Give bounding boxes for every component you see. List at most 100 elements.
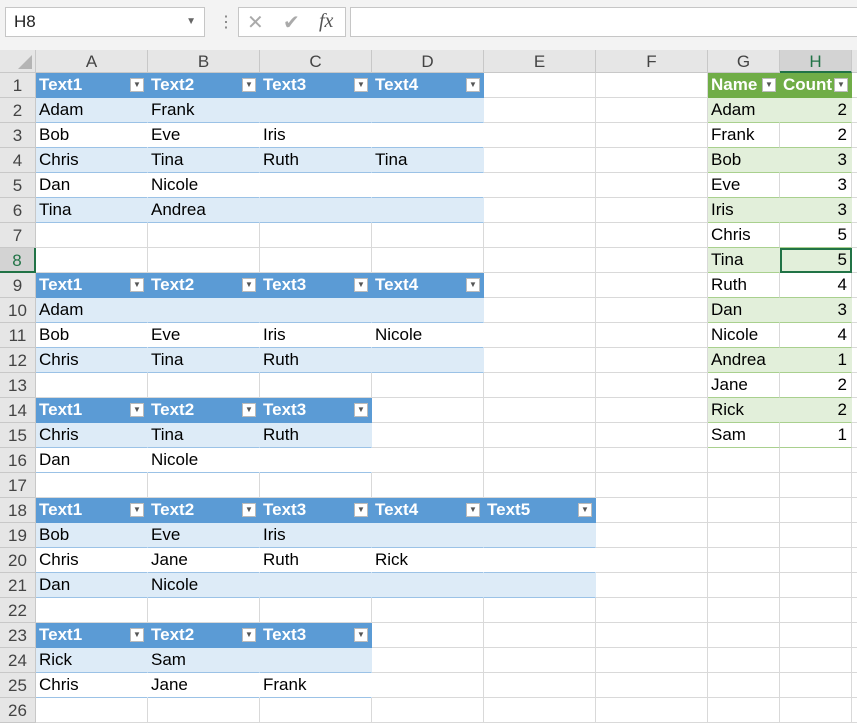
row-header-3[interactable]: 3 <box>0 123 36 148</box>
cell[interactable] <box>780 598 852 623</box>
cell[interactable] <box>596 523 708 548</box>
row-header-11[interactable]: 11 <box>0 323 36 348</box>
cell[interactable] <box>596 498 708 523</box>
filter-dropdown-icon[interactable]: ▼ <box>354 78 368 92</box>
column-header-H[interactable]: H <box>780 50 852 73</box>
column-header-D[interactable]: D <box>372 50 484 73</box>
cell[interactable] <box>260 248 372 273</box>
cell[interactable] <box>484 323 596 348</box>
cell[interactable] <box>852 698 857 723</box>
cell[interactable] <box>852 673 857 698</box>
row-header-1[interactable]: 1 <box>0 73 36 98</box>
cell[interactable] <box>852 148 857 173</box>
cell[interactable] <box>372 623 484 648</box>
filter-dropdown-icon[interactable]: ▼ <box>578 503 592 517</box>
filter-dropdown-icon[interactable]: ▼ <box>242 503 256 517</box>
cell[interactable] <box>780 648 852 673</box>
cell[interactable]: Frank <box>260 673 372 698</box>
cell[interactable] <box>852 623 857 648</box>
table-header-text1[interactable]: Text1 ▼ <box>36 498 148 523</box>
row-header-6[interactable]: 6 <box>0 198 36 223</box>
cell[interactable] <box>708 523 780 548</box>
cell[interactable] <box>484 298 596 323</box>
active-cell[interactable]: 5 <box>780 248 852 273</box>
cell[interactable] <box>596 698 708 723</box>
cell[interactable] <box>852 123 857 148</box>
row-header-21[interactable]: 21 <box>0 573 36 598</box>
column-header-C[interactable]: C <box>260 50 372 73</box>
filter-dropdown-icon[interactable]: ▼ <box>130 278 144 292</box>
cell[interactable] <box>36 248 148 273</box>
cell[interactable]: Nicole <box>148 573 260 598</box>
filter-dropdown-icon[interactable]: ▼ <box>354 403 368 417</box>
cell[interactable] <box>260 473 372 498</box>
cell[interactable]: Dan <box>36 448 148 473</box>
cell[interactable] <box>372 173 484 198</box>
cell[interactable] <box>148 373 260 398</box>
cell[interactable]: Chris <box>36 348 148 373</box>
column-header-F[interactable]: F <box>596 50 708 73</box>
cell[interactable]: Adam <box>36 298 148 323</box>
column-header-G[interactable]: G <box>708 50 780 73</box>
fx-icon[interactable]: fx <box>319 10 334 32</box>
cell[interactable] <box>596 123 708 148</box>
column-header-A[interactable]: A <box>36 50 148 73</box>
cell[interactable] <box>484 648 596 673</box>
cell[interactable] <box>484 698 596 723</box>
cell[interactable]: Nicole <box>708 323 780 348</box>
cell[interactable] <box>484 573 596 598</box>
cell[interactable] <box>372 648 484 673</box>
cell[interactable] <box>852 423 857 448</box>
cell[interactable]: 3 <box>780 198 852 223</box>
cell[interactable] <box>260 448 372 473</box>
cell[interactable] <box>36 373 148 398</box>
cell[interactable] <box>148 698 260 723</box>
cell[interactable] <box>596 448 708 473</box>
table-header-text2[interactable]: Text2 ▼ <box>148 498 260 523</box>
cell[interactable]: Tina <box>372 148 484 173</box>
cell[interactable] <box>852 498 857 523</box>
cell[interactable] <box>596 273 708 298</box>
cell[interactable] <box>852 198 857 223</box>
cell[interactable]: Eve <box>148 123 260 148</box>
cell[interactable] <box>484 598 596 623</box>
cell[interactable] <box>484 523 596 548</box>
cell[interactable] <box>852 573 857 598</box>
cell[interactable]: Adam <box>36 98 148 123</box>
cell[interactable] <box>780 698 852 723</box>
cell[interactable] <box>260 298 372 323</box>
cell[interactable] <box>260 173 372 198</box>
table-header-text1[interactable]: Text1 ▼ <box>36 273 148 298</box>
cell[interactable] <box>372 523 484 548</box>
cell[interactable] <box>372 198 484 223</box>
table-header-count[interactable]: Count ▼ <box>780 73 852 98</box>
filter-dropdown-icon[interactable]: ▼ <box>242 628 256 642</box>
cell[interactable] <box>596 673 708 698</box>
cell[interactable] <box>484 423 596 448</box>
cell[interactable] <box>260 698 372 723</box>
cell[interactable] <box>372 373 484 398</box>
cell[interactable] <box>780 573 852 598</box>
cell[interactable] <box>780 473 852 498</box>
chevron-down-icon[interactable]: ▼ <box>186 16 196 27</box>
cell[interactable]: Ruth <box>260 423 372 448</box>
cell[interactable] <box>36 473 148 498</box>
cell[interactable] <box>852 373 857 398</box>
filter-dropdown-icon[interactable]: ▼ <box>130 628 144 642</box>
table-header-text3[interactable]: Text3 ▼ <box>260 73 372 98</box>
cell[interactable] <box>852 98 857 123</box>
cell[interactable]: Dan <box>36 173 148 198</box>
cell[interactable] <box>148 598 260 623</box>
cell[interactable] <box>852 523 857 548</box>
cell[interactable]: Nicole <box>148 448 260 473</box>
cell[interactable]: 1 <box>780 348 852 373</box>
table-header-text3[interactable]: Text3 ▼ <box>260 498 372 523</box>
cell[interactable]: Eve <box>148 523 260 548</box>
cell[interactable] <box>484 398 596 423</box>
column-header-B[interactable]: B <box>148 50 260 73</box>
row-header-4[interactable]: 4 <box>0 148 36 173</box>
cell[interactable] <box>596 223 708 248</box>
cell[interactable] <box>852 598 857 623</box>
cell[interactable] <box>708 698 780 723</box>
cell[interactable]: Dan <box>36 573 148 598</box>
